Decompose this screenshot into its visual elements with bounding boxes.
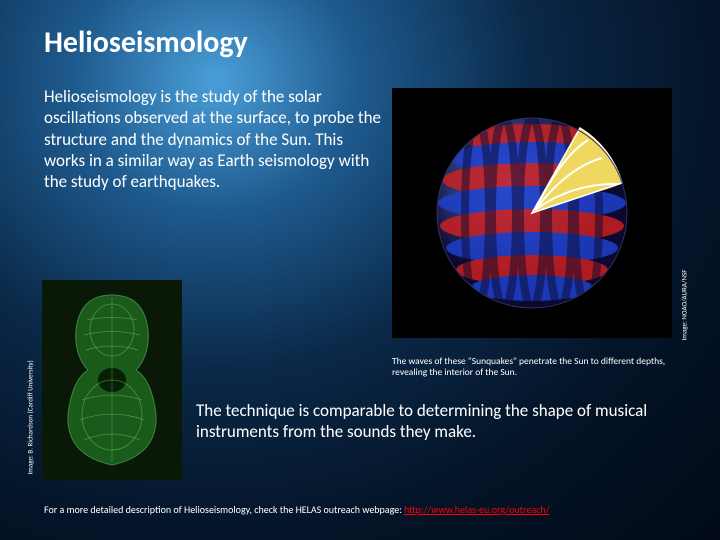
footer-label: For a more detailed description of Helio… [44,503,404,516]
page-title: Helioseismology [44,24,248,61]
guitar-svg [42,280,182,480]
guitar-diagram [42,280,182,480]
sun-image-credit: Image: NOAO/AURA/NSF [680,270,689,341]
guitar-image-credit: Image: B. Richardson (Cardiff University… [26,360,35,474]
footer-link[interactable]: http://www.helas-eu.org/outreach/ [404,503,549,516]
sun-svg [392,88,672,338]
sun-image-caption: The waves of these "Sunquakes" penetrate… [392,356,672,379]
intro-paragraph: Helioseismology is the study of the sola… [44,86,384,192]
technique-paragraph: The technique is comparable to determini… [196,400,676,443]
sun-diagram [392,88,672,338]
footer: For a more detailed description of Helio… [44,503,549,516]
